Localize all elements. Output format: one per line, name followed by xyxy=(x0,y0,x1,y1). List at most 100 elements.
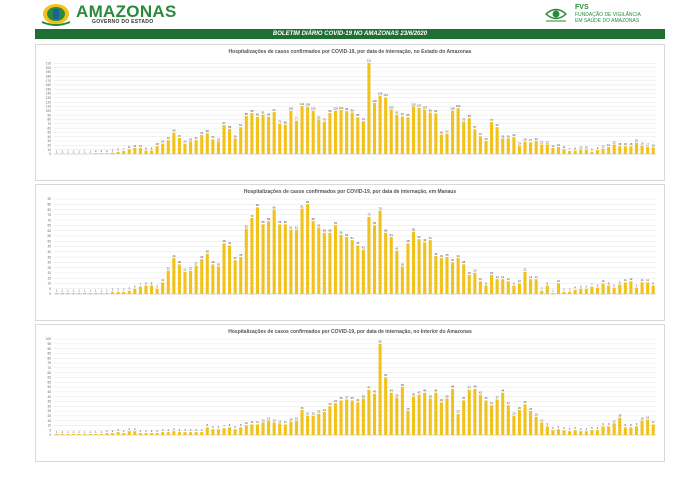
bar xyxy=(166,140,170,154)
data-label: 32 xyxy=(195,136,199,140)
y-tick-label: 70 xyxy=(47,122,51,126)
bar xyxy=(66,434,70,435)
data-label: 2 xyxy=(106,149,108,153)
data-label: 30 xyxy=(484,137,488,141)
bar xyxy=(155,146,159,154)
bar xyxy=(345,399,349,435)
bar xyxy=(434,392,438,435)
data-label: 1 xyxy=(56,149,58,153)
bar xyxy=(166,432,170,435)
bar xyxy=(361,398,365,435)
bar xyxy=(551,147,555,154)
data-label: 9 xyxy=(636,422,638,426)
data-label: 16 xyxy=(646,415,650,419)
data-label: 6 xyxy=(212,425,214,429)
data-label: 88 xyxy=(245,112,249,116)
data-label: 5 xyxy=(156,285,158,289)
bar xyxy=(244,425,248,435)
data-label: 27 xyxy=(195,261,199,265)
bar xyxy=(172,431,176,435)
y-tick-label: 190 xyxy=(46,70,52,74)
bar xyxy=(311,110,315,154)
bar xyxy=(506,138,510,154)
bar xyxy=(423,392,427,435)
bar xyxy=(250,424,254,435)
bar xyxy=(478,136,482,154)
data-label: 67 xyxy=(222,121,226,125)
data-label: 94 xyxy=(434,109,438,113)
data-label: 28 xyxy=(462,260,466,264)
data-label: 73 xyxy=(367,213,371,217)
bar xyxy=(423,242,427,294)
bar xyxy=(473,388,477,435)
bar xyxy=(595,150,600,154)
data-label: 80 xyxy=(273,205,277,209)
y-tick-label: 160 xyxy=(46,83,52,87)
data-label: 2 xyxy=(123,429,125,433)
bar xyxy=(634,287,639,294)
bar xyxy=(71,434,76,435)
data-label: 2 xyxy=(569,288,571,292)
bar xyxy=(127,431,131,435)
data-label: 11 xyxy=(128,145,131,149)
data-label: 9 xyxy=(547,422,549,426)
data-label: 9 xyxy=(597,146,599,150)
data-label: 96 xyxy=(351,108,355,112)
y-tick-label: 15 xyxy=(47,419,51,423)
bar xyxy=(462,400,466,435)
data-label: 11 xyxy=(161,278,164,282)
y-tick-label: 5 xyxy=(49,287,51,291)
bar xyxy=(562,430,566,435)
data-label: 47 xyxy=(468,386,472,390)
data-label: 24 xyxy=(183,139,187,143)
bar xyxy=(612,287,616,294)
bar xyxy=(66,292,70,294)
bar xyxy=(478,394,482,435)
bar xyxy=(183,271,187,294)
y-tick-label: 75 xyxy=(47,213,51,217)
fvs-abbreviation: FVS xyxy=(575,4,589,11)
data-label: 37 xyxy=(178,134,182,138)
bar xyxy=(529,142,533,154)
fvs-logo: FVS FUNDAÇÃO DE VIGILÂNCIA EM SAÚDE DO A… xyxy=(545,4,675,26)
bar xyxy=(590,286,594,294)
data-label: 41 xyxy=(479,132,483,136)
data-label: 33 xyxy=(200,255,204,259)
y-tick-label: 210 xyxy=(46,62,52,66)
chart-title: Hospitalizações de casos confirmados por… xyxy=(228,49,472,55)
bar xyxy=(289,110,293,154)
bar xyxy=(116,151,120,154)
bar xyxy=(133,288,137,294)
data-label: 4 xyxy=(574,286,576,290)
bar xyxy=(411,396,416,435)
bar xyxy=(267,116,271,154)
data-label: 3 xyxy=(128,287,130,291)
data-label: 1 xyxy=(101,430,103,434)
bar xyxy=(127,290,131,294)
data-label: 110 xyxy=(411,102,416,106)
data-label: 54 xyxy=(345,233,349,237)
data-label: 81 xyxy=(300,204,304,208)
data-label: 38 xyxy=(362,394,366,398)
data-label: 1 xyxy=(62,430,64,434)
data-label: 69 xyxy=(312,217,316,221)
data-label: 36 xyxy=(340,396,344,400)
bar xyxy=(177,264,181,294)
data-label: 69 xyxy=(267,217,271,221)
data-label: 1 xyxy=(56,430,58,434)
bar xyxy=(200,259,204,294)
data-label: 5 xyxy=(552,426,554,430)
bar xyxy=(506,281,510,294)
data-label: 131 xyxy=(383,93,388,97)
bar xyxy=(306,415,310,435)
bar xyxy=(289,421,293,435)
bar xyxy=(222,125,226,154)
data-label: 1 xyxy=(89,149,91,153)
bar xyxy=(328,112,332,154)
data-label: 6 xyxy=(597,283,599,287)
data-label: 24 xyxy=(323,408,327,412)
data-label: 58 xyxy=(384,229,388,233)
data-label: 11 xyxy=(641,278,644,282)
data-label: 1 xyxy=(89,430,91,434)
y-tick-label: 40 xyxy=(47,395,51,399)
